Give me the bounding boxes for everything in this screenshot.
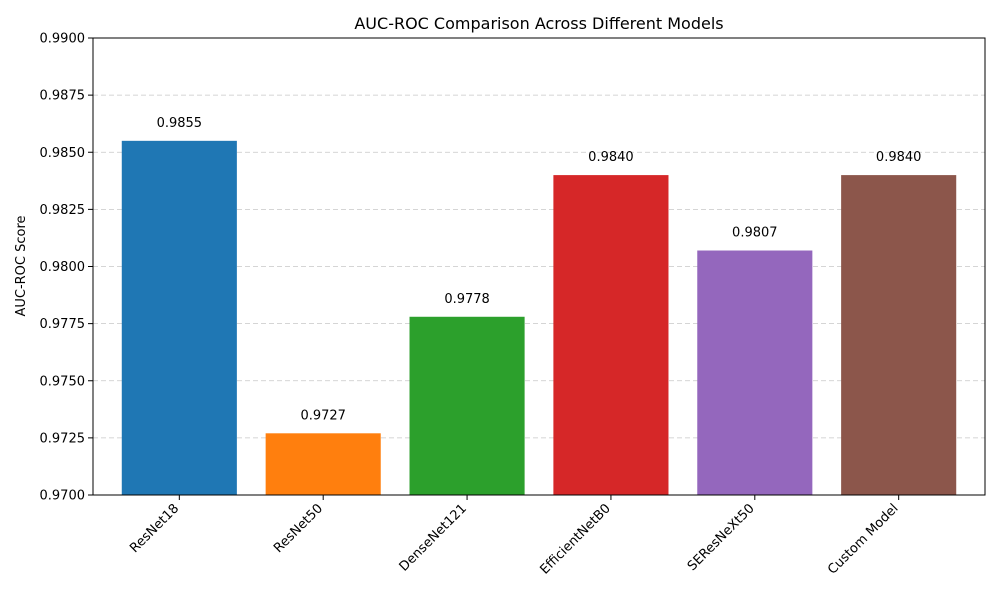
x-tick-label: SEResNeXt50 — [685, 501, 758, 574]
y-tick-label: 0.9750 — [40, 374, 86, 389]
x-tick-label: DenseNet121 — [397, 501, 470, 574]
y-tick-label: 0.9725 — [40, 431, 86, 446]
x-tick-label: Custom Model — [825, 501, 901, 577]
x-tick-label: ResNet18 — [127, 501, 182, 556]
chart-title: AUC-ROC Comparison Across Different Mode… — [354, 14, 723, 33]
x-tick-label: ResNet50 — [271, 501, 326, 556]
bar-custom-model — [841, 175, 957, 495]
y-tick-label: 0.9825 — [40, 203, 86, 218]
bar-densenet121 — [409, 316, 525, 495]
y-tick-label: 0.9850 — [40, 146, 86, 161]
value-label: 0.9727 — [300, 408, 346, 423]
bars — [121, 140, 957, 495]
value-label: 0.9840 — [588, 150, 634, 165]
y-tick-label: 0.9775 — [40, 317, 86, 332]
grid-lines — [93, 94, 985, 439]
y-tick-label: 0.9800 — [40, 260, 86, 275]
value-label: 0.9840 — [876, 150, 922, 165]
y-tick-label: 0.9700 — [40, 489, 86, 504]
bar-resnet18 — [121, 140, 237, 495]
value-label: 0.9855 — [157, 116, 203, 131]
bar-efficientnetb0 — [553, 175, 669, 495]
bar-seresnext50 — [697, 250, 813, 495]
x-tick-label: EfficientNetB0 — [537, 501, 613, 577]
y-tick-label: 0.9900 — [40, 32, 86, 47]
value-labels: 0.9855 0.9727 0.9778 0.9840 0.9807 0.9840 — [157, 116, 922, 423]
y-axis-label: AUC-ROC Score — [14, 215, 29, 316]
value-label: 0.9778 — [444, 292, 490, 307]
bar-resnet50 — [265, 433, 381, 495]
y-tick-label: 0.9875 — [40, 89, 86, 104]
plot-frame — [92, 37, 986, 496]
value-label: 0.9807 — [732, 226, 778, 241]
